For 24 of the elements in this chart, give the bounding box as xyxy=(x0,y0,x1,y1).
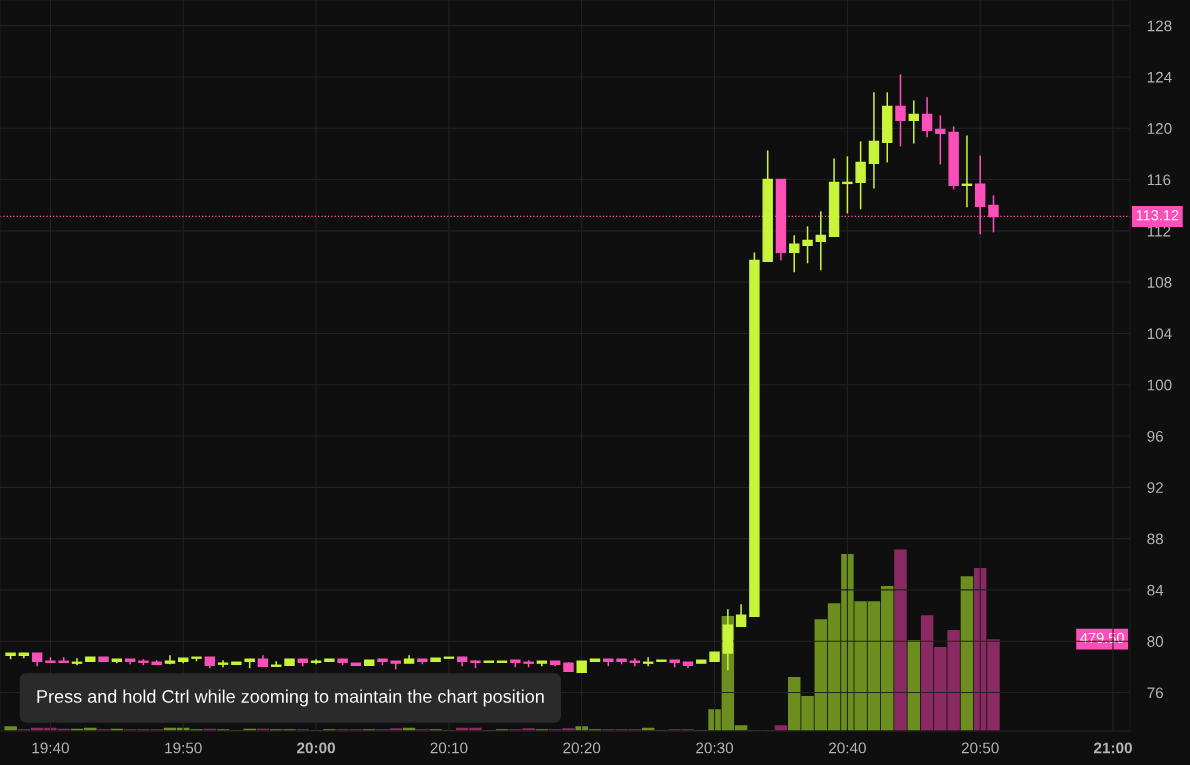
y-tick-label: 80 xyxy=(1147,636,1164,647)
y-tick-label: 100 xyxy=(1147,379,1172,391)
y-tick-label: 120 xyxy=(1147,123,1172,134)
x-tick-label: 20:30 xyxy=(696,742,734,754)
x-tick-label: 19:40 xyxy=(32,742,69,754)
x-tick-label: 20:20 xyxy=(563,742,601,754)
x-tick-label: 19:50 xyxy=(165,742,202,754)
x-tick-label: 20:50 xyxy=(961,742,999,754)
annotation: Press and hold Ctrl while zooming to maintain the chart position xyxy=(37,689,544,707)
y-tick-label: 96 xyxy=(1147,430,1163,442)
y-tick-label: 84 xyxy=(1147,584,1164,596)
y-tick-label: 124 xyxy=(1147,71,1172,83)
ref-line-label: 113.12 xyxy=(1136,210,1179,221)
x-tick-label: 21:00 xyxy=(1094,742,1132,754)
y-tick-label: 76 xyxy=(1147,687,1163,699)
x-tick-label: 20:40 xyxy=(829,742,866,754)
x-tick-label: 20:10 xyxy=(430,742,468,754)
x-tick-label: 20:00 xyxy=(297,742,335,754)
y-tick-label: 128 xyxy=(1147,20,1172,32)
y-tick-label: 108 xyxy=(1147,277,1172,288)
y-tick-label: 116 xyxy=(1147,174,1171,186)
y-tick-label: 104 xyxy=(1147,328,1172,340)
y-tick-label: 88 xyxy=(1147,533,1163,545)
y-tick-label: 92 xyxy=(1147,482,1163,494)
